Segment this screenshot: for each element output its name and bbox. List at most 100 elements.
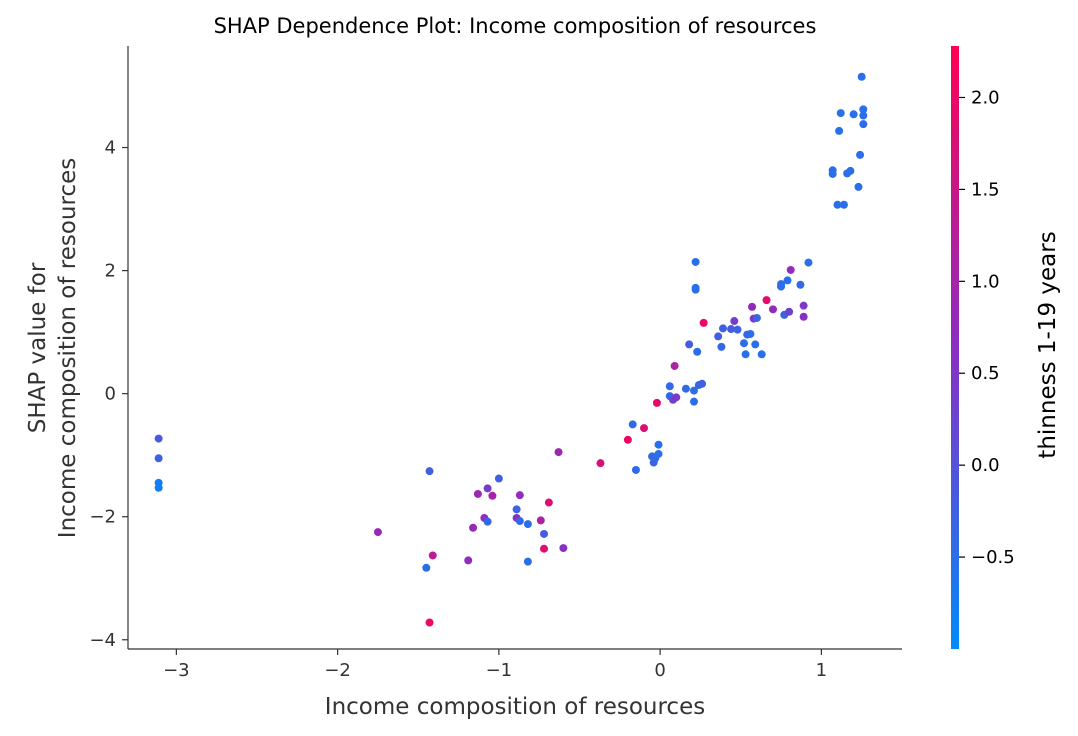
data-point [685,340,694,349]
data-point [691,257,700,266]
data-point [739,339,748,348]
data-point [523,557,532,566]
data-point [373,528,382,537]
data-point [554,448,563,457]
data-point [804,258,813,267]
data-point [628,420,637,429]
data-point [154,454,163,463]
x-tick-label: −2 [324,660,351,681]
data-point [654,449,663,458]
data-point [596,459,605,468]
data-point [785,307,794,316]
colorbar-tick-label: 0.0 [971,455,1000,476]
data-point [652,398,661,407]
data-point [691,285,700,294]
x-axis-label: Income composition of resources [325,694,705,720]
data-point [730,317,739,326]
data-point [769,305,777,314]
y-axis-label-line-2: Income composition of resources [55,158,81,538]
data-point [846,166,855,175]
y-ticks: −4 −2 0 2 4 [89,138,128,651]
data-point [473,489,482,498]
data-point [428,551,437,560]
data-point [483,484,492,493]
data-point [154,434,163,443]
y-tick-label: 0 [105,384,116,405]
data-point [483,517,492,526]
colorbar-tick-label: 1.0 [971,271,1000,292]
data-point [835,126,844,135]
y-axis-label-line-1: SHAP value for [25,262,51,433]
data-point [856,150,865,159]
x-tick-label: 1 [816,660,827,681]
colorbar-ticks: −0.5 0.0 0.5 1.0 1.5 2.0 [959,87,1015,568]
data-point [839,200,848,209]
x-tick-label: 0 [654,660,665,681]
plot-area: −3 −2 −1 0 1 −4 −2 0 2 4 [89,46,902,681]
data-point [849,110,858,119]
data-point [681,384,690,393]
data-point [154,483,163,492]
colorbar-tick-label: 2.0 [971,87,1000,108]
data-point [540,544,549,553]
data-point [640,424,648,433]
data-point [783,276,792,285]
x-ticks: −3 −2 −1 0 1 [163,649,827,681]
data-point [859,105,868,114]
data-point [751,340,760,349]
y-tick-label: −4 [89,630,116,651]
x-tick-label: −3 [163,660,190,681]
data-point [672,393,681,402]
data-point [799,301,808,310]
data-point [859,120,868,129]
data-point [665,382,674,391]
data-points [154,72,868,627]
data-point [799,312,808,321]
data-point [752,313,761,322]
data-point [689,386,698,395]
colorbar-tick-label: 0.5 [971,363,1000,384]
data-point [670,361,679,370]
data-point [828,169,837,178]
y-tick-label: 4 [105,138,116,159]
data-point [654,440,663,449]
colorbar-tick-label: 1.5 [971,179,1000,200]
data-point [689,397,698,406]
data-point [544,498,553,507]
data-point [464,556,473,565]
data-point [536,516,545,525]
colorbar-tick-label: −0.5 [971,547,1015,568]
data-point [469,523,478,532]
data-point [540,529,549,538]
data-point [631,465,640,474]
data-point [741,350,750,359]
data-point [762,296,771,305]
data-point [833,200,842,209]
data-point [757,350,766,359]
data-point [623,435,632,444]
data-point [854,182,863,191]
data-point [559,544,568,553]
y-tick-label: −2 [89,507,116,528]
data-point [699,318,708,327]
data-point [796,280,805,289]
data-point [515,517,524,526]
y-axis-label: SHAP value for Income composition of res… [25,158,81,538]
data-point [523,520,532,529]
data-point [512,505,521,514]
data-point [733,325,742,334]
data-point [746,329,755,338]
data-point [719,324,728,333]
data-point [515,491,524,500]
data-point [786,265,795,274]
y-tick-label: 2 [105,261,116,282]
data-point [698,379,707,388]
data-point [859,111,868,120]
colorbar: −0.5 0.0 0.5 1.0 1.5 2.0 thinness 1-19 years [951,46,1061,649]
colorbar-label: thinness 1-19 years [1035,231,1061,458]
data-point [425,618,434,627]
data-point [727,325,736,334]
chart-title: SHAP Dependence Plot: Income composition… [214,14,817,38]
data-point [714,332,723,341]
